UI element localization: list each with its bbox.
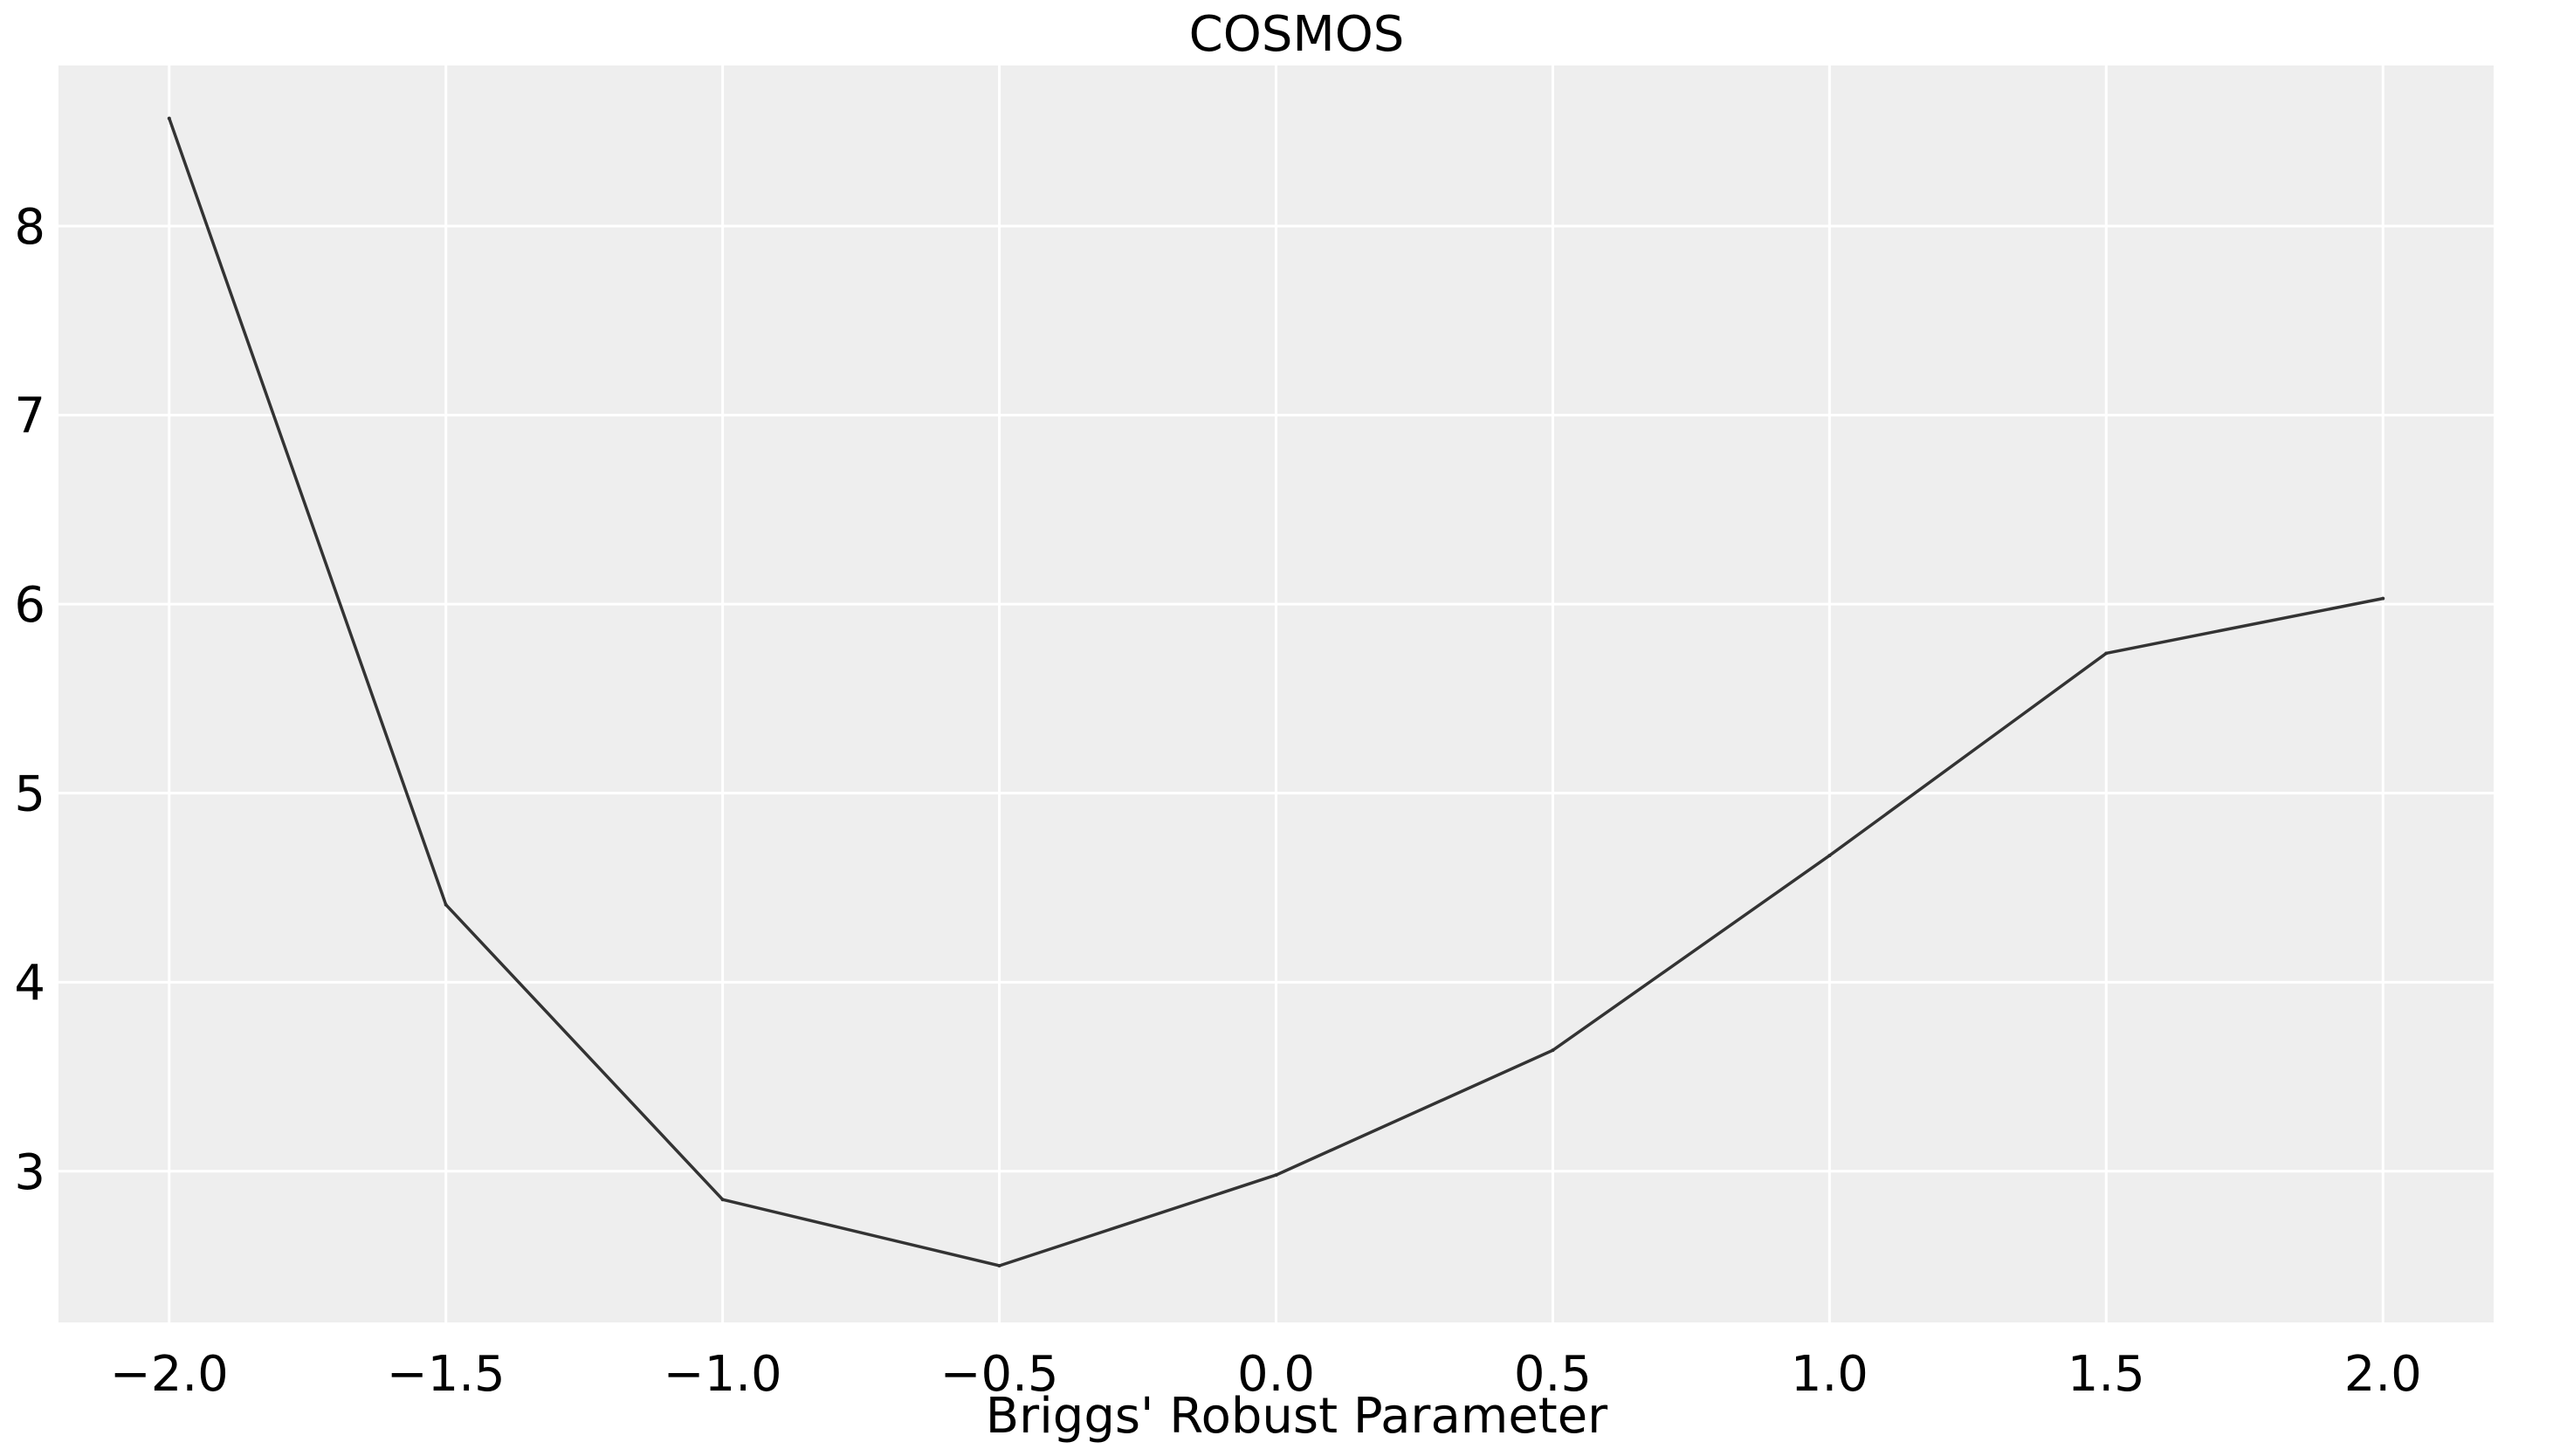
grid <box>58 65 2494 1322</box>
data-point <box>2381 596 2385 601</box>
x-tick-label: 1.5 <box>2068 1346 2145 1403</box>
x-tick-label: −1.0 <box>664 1346 782 1403</box>
x-tick-labels: −2.0 −1.5 −1.0 −0.5 0.0 0.5 1.0 1.5 2.0 <box>110 1346 2422 1403</box>
data-point <box>444 903 448 907</box>
x-tick-label: 0.0 <box>1237 1346 1315 1403</box>
data-point <box>997 1264 1001 1268</box>
x-tick-label: 2.0 <box>2344 1346 2422 1403</box>
x-tick-label: 0.5 <box>1514 1346 1592 1403</box>
y-tick-label: 6 <box>14 577 45 634</box>
data-point <box>1827 854 1832 858</box>
data-point <box>720 1198 725 1202</box>
data-point <box>167 116 171 120</box>
y-tick-labels: 3 4 5 6 7 8 <box>14 199 45 1201</box>
data-point <box>2104 651 2109 656</box>
x-tick-label: 1.0 <box>1791 1346 1868 1403</box>
y-tick-label: 3 <box>14 1144 45 1201</box>
x-axis-label: Briggs' Robust Parameter <box>986 1388 1608 1445</box>
series-layer <box>167 116 2385 1268</box>
x-tick-label: −2.0 <box>110 1346 229 1403</box>
x-tick-label: −1.5 <box>387 1346 506 1403</box>
y-tick-label: 7 <box>14 388 45 445</box>
chart-title: COSMOS <box>1189 6 1405 63</box>
y-tick-label: 5 <box>14 766 45 823</box>
data-point <box>1551 1048 1555 1053</box>
y-tick-label: 4 <box>14 955 45 1012</box>
y-tick-label: 8 <box>14 199 45 256</box>
x-tick-label: −0.5 <box>940 1346 1059 1403</box>
data-point <box>1274 1173 1278 1178</box>
